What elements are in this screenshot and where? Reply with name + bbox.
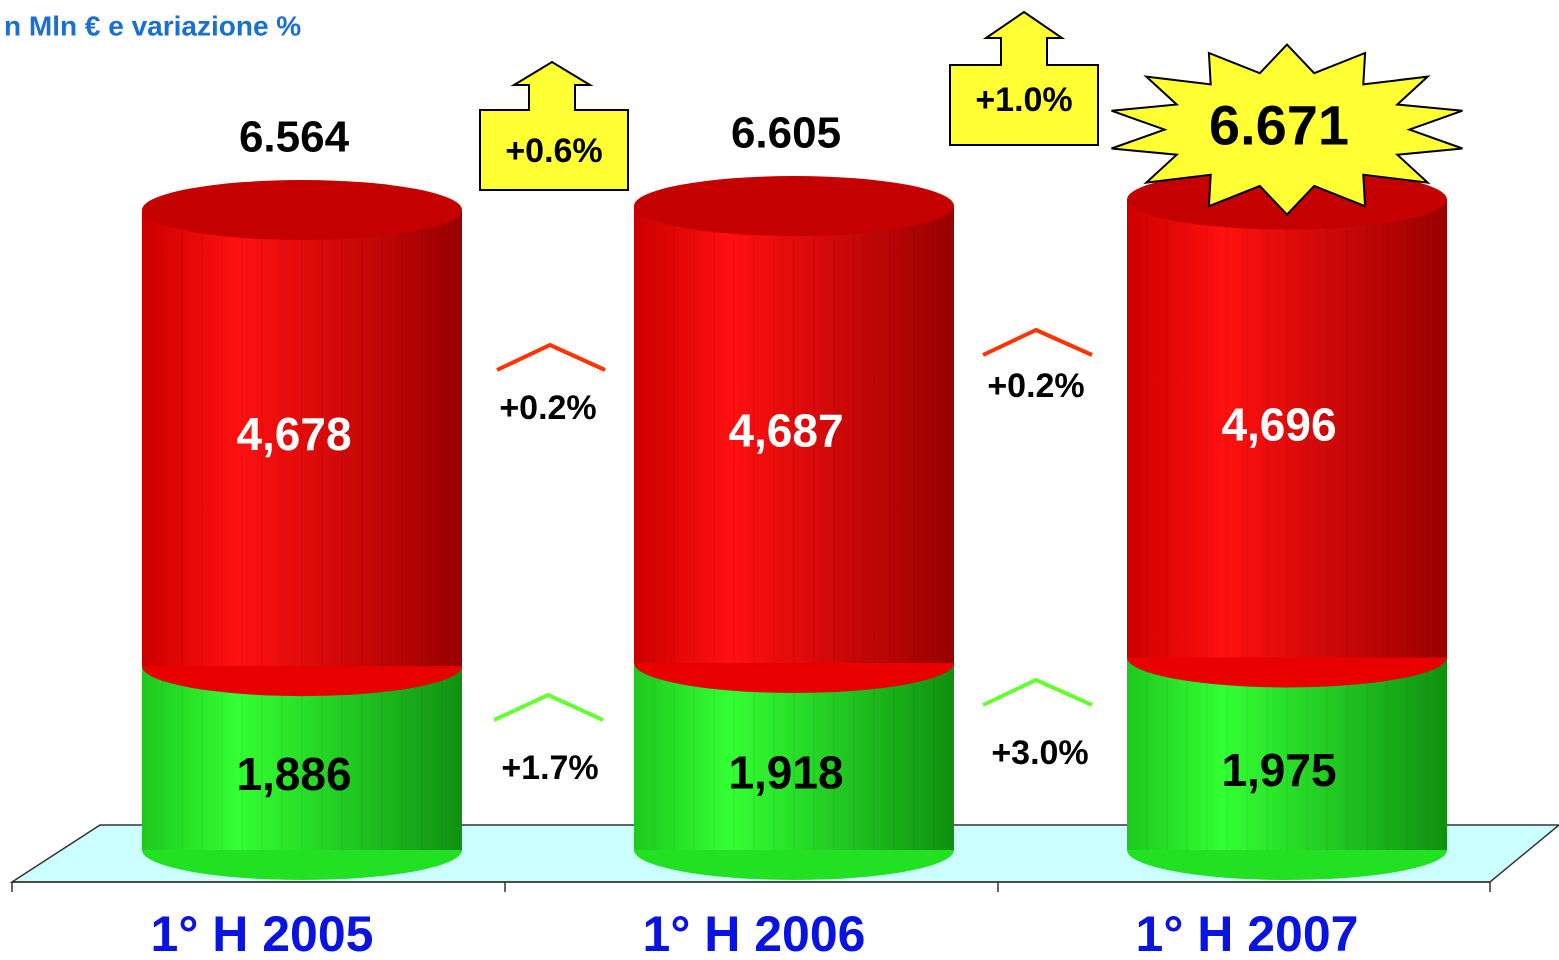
growth-label: +0.6% xyxy=(505,132,602,170)
growth-label: +0.2% xyxy=(987,367,1084,405)
cylinder-top xyxy=(634,176,954,237)
chart-title: n Mln € e variazione % xyxy=(4,10,301,41)
x-axis xyxy=(11,881,1491,892)
chevron xyxy=(493,692,604,722)
chevron xyxy=(982,327,1093,357)
growth-box xyxy=(949,10,1099,146)
bar-segment xyxy=(634,206,954,663)
bar-segment xyxy=(1127,657,1447,850)
growth-label: +1.0% xyxy=(975,81,1072,119)
growth-label: +0.2% xyxy=(499,389,596,427)
chevron xyxy=(496,342,606,372)
x-tick-label: 1° H 2006 xyxy=(643,906,866,960)
chevron xyxy=(982,677,1093,707)
x-tick-label: 1° H 2007 xyxy=(1136,906,1359,960)
growth-annotations: +0.6% +1.0% +0.2% +0.2% +1.7% +3.0% xyxy=(479,10,1099,787)
bar-segment xyxy=(142,210,462,667)
value-label: 1,918 xyxy=(728,747,843,799)
value-label: 4,678 xyxy=(236,408,351,460)
total-label: 6.564 xyxy=(239,113,350,162)
total-label: 6.605 xyxy=(731,109,841,158)
value-label: 4,687 xyxy=(728,405,843,457)
cylinders xyxy=(142,169,1447,880)
growth-box xyxy=(479,60,629,191)
starburst xyxy=(1111,43,1463,217)
value-label: 1,975 xyxy=(1221,744,1336,796)
x-tick-label: 1° H 2005 xyxy=(151,906,374,960)
bar-segment xyxy=(142,666,462,850)
value-label: 4,696 xyxy=(1221,399,1336,451)
bar-segment xyxy=(1127,199,1447,658)
growth-label: +3.0% xyxy=(991,734,1088,772)
bar-segment xyxy=(634,662,954,850)
total-label: 6.671 xyxy=(1209,93,1349,156)
value-label: 1,886 xyxy=(236,748,351,800)
cylinder-top xyxy=(142,180,462,241)
growth-label: +1.7% xyxy=(501,749,598,787)
